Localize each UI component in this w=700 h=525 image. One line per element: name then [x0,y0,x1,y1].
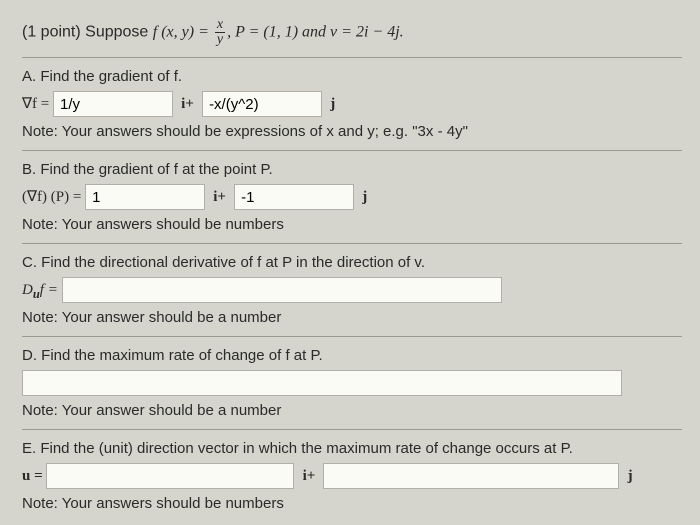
part-c-inputs: Duf = [22,277,682,303]
c-note: Note: Your answer should be a number [22,309,682,326]
suppose-label: Suppose [85,24,148,41]
b-i-plus: i+ [213,189,226,205]
a-input-i[interactable] [53,91,173,117]
part-b-inputs: (∇f) (P) = i+ j [22,184,682,210]
divider [22,243,682,244]
du-label: Duf = [22,282,62,298]
c-input[interactable] [62,277,502,303]
e-input-j[interactable] [323,463,619,489]
part-d-title: D. Find the maximum rate of change of f … [22,347,682,364]
e-input-i[interactable] [46,463,294,489]
a-i-plus: i+ [181,96,194,112]
grad-f-p-label: (∇f) (P) = [22,189,85,205]
a-input-j[interactable] [202,91,322,117]
part-e-inputs: u = i+ j [22,463,682,489]
e-j: j [628,468,633,484]
pdef: , P = (1, 1) and v = 2i − 4j. [227,24,404,41]
worksheet: (1 point) Suppose f (x, y) = xy, P = (1,… [0,0,700,512]
b-j: j [362,189,367,205]
d-input[interactable] [22,370,622,396]
fxy: f (x, y) = [153,24,213,41]
b-note: Note: Your answers should be numbers [22,216,682,233]
fraction: xy [215,18,225,47]
frac-num: x [215,18,225,33]
divider [22,57,682,58]
e-i-plus: i+ [303,468,316,484]
divider [22,429,682,430]
a-note: Note: Your answers should be expressions… [22,123,682,140]
grad-f-label: ∇f = [22,96,53,112]
u-label: u = [22,468,46,484]
points-label: (1 point) [22,24,81,41]
question-header: (1 point) Suppose f (x, y) = xy, P = (1,… [22,18,682,47]
part-b-title: B. Find the gradient of f at the point P… [22,161,682,178]
part-e-title: E. Find the (unit) direction vector in w… [22,440,682,457]
part-a-title: A. Find the gradient of f. [22,68,682,85]
b-input-i[interactable] [85,184,205,210]
a-j: j [330,96,335,112]
part-d-inputs [22,370,682,396]
divider [22,150,682,151]
part-a-inputs: ∇f = i+ j [22,91,682,117]
frac-den: y [215,33,225,47]
divider [22,336,682,337]
b-input-j[interactable] [234,184,354,210]
d-note: Note: Your answer should be a number [22,402,682,419]
e-note: Note: Your answers should be numbers [22,495,682,512]
part-c-title: C. Find the directional derivative of f … [22,254,682,271]
